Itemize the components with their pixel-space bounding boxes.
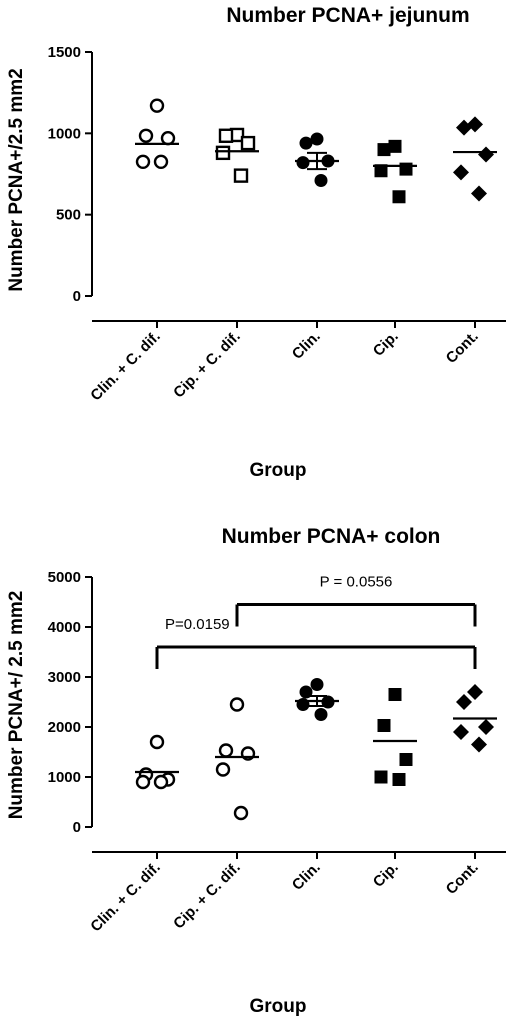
x-tick-label: Clin. bbox=[289, 328, 324, 363]
data-point bbox=[377, 719, 391, 732]
data-point bbox=[233, 805, 249, 821]
data-point bbox=[374, 770, 388, 784]
data-point bbox=[377, 143, 391, 157]
data-point bbox=[388, 688, 402, 701]
category-labels: Clin. + C. dif. Cip. + C. dif. Clin. Cip. Co… bbox=[87, 852, 482, 935]
data-point bbox=[399, 753, 413, 766]
data-point bbox=[399, 162, 413, 176]
x-tick-label: Clin. + C. dif. bbox=[87, 328, 164, 405]
data-point bbox=[153, 154, 169, 170]
data-point bbox=[310, 678, 324, 691]
x-tick-label: Cip. bbox=[370, 328, 402, 360]
data-point bbox=[240, 135, 256, 151]
y-tick-label: 1000 bbox=[48, 769, 81, 786]
data-point bbox=[456, 119, 472, 136]
data-point bbox=[314, 174, 328, 188]
data-point bbox=[153, 774, 169, 790]
data-point bbox=[456, 694, 472, 710]
y-tick-label: 3000 bbox=[48, 669, 81, 686]
p-value-label: P = 0.0556 bbox=[320, 574, 393, 591]
data-point bbox=[215, 762, 231, 777]
data-point bbox=[215, 145, 231, 161]
data-marks bbox=[135, 678, 497, 821]
data-point bbox=[299, 136, 313, 150]
category-labels: Clin. + C. dif. Cip. + C. dif. Clin. Cip. Co… bbox=[87, 321, 482, 404]
data-point bbox=[233, 168, 249, 183]
data-point bbox=[471, 736, 487, 753]
data-point bbox=[310, 132, 324, 146]
data-point bbox=[392, 190, 406, 204]
data-point bbox=[467, 116, 483, 133]
p-value-label: P=0.0159 bbox=[165, 616, 230, 633]
data-point bbox=[135, 774, 151, 790]
x-tick-label: Cip. bbox=[370, 859, 402, 891]
x-tick-label: Cip. + C. dif. bbox=[170, 328, 244, 402]
x-axis-title: Group bbox=[250, 996, 307, 1017]
data-point bbox=[453, 164, 469, 181]
x-tick-label: Cont. bbox=[443, 859, 482, 898]
chart-title: Number PCNA+ jejunum bbox=[226, 4, 469, 27]
x-tick-label: Clin. + C. dif. bbox=[87, 859, 164, 936]
data-point bbox=[388, 139, 402, 153]
y-tick-label: 1500 bbox=[48, 44, 81, 61]
axes bbox=[91, 52, 506, 322]
y-tick-label: 500 bbox=[56, 207, 81, 224]
chart-colon: Number PCNA+ colon Number PCNA+/ 2.5 mm2… bbox=[6, 525, 506, 1017]
data-point bbox=[467, 684, 483, 700]
annotations: P=0.0159 P = 0.0556 bbox=[155, 574, 477, 669]
data-point bbox=[314, 708, 328, 721]
y-axis-title: Number PCNA+/2.5 mm2 bbox=[6, 68, 27, 291]
x-axis-title: Group bbox=[250, 460, 307, 481]
y-tick-label: 5000 bbox=[48, 569, 81, 586]
data-point bbox=[374, 164, 388, 178]
data-point bbox=[296, 156, 310, 170]
data-point bbox=[229, 697, 245, 712]
axes bbox=[91, 577, 506, 853]
data-point bbox=[478, 146, 494, 163]
x-tick-label: Cip. + C. dif. bbox=[170, 859, 244, 933]
data-point bbox=[471, 185, 487, 202]
chart-jejunum: Number PCNA+ jejunum Number PCNA+/2.5 mm… bbox=[6, 4, 506, 481]
y-tick-label: 2000 bbox=[48, 719, 81, 736]
data-point bbox=[160, 131, 176, 146]
data-point bbox=[138, 128, 154, 143]
y-axis-title: Number PCNA+/ 2.5 mm2 bbox=[6, 591, 27, 820]
data-marks bbox=[135, 98, 497, 204]
data-point bbox=[218, 128, 234, 143]
data-point bbox=[478, 719, 494, 735]
chart-title: Number PCNA+ colon bbox=[222, 525, 441, 548]
data-point bbox=[218, 743, 234, 758]
data-point bbox=[135, 154, 151, 170]
data-point bbox=[149, 98, 165, 113]
y-ticks: 0 500 1000 1500 bbox=[48, 44, 92, 305]
y-ticks: 0 1000 2000 3000 4000 5000 bbox=[48, 569, 92, 836]
data-point bbox=[453, 724, 469, 740]
data-point bbox=[392, 773, 406, 786]
x-tick-label: Cont. bbox=[443, 328, 482, 367]
y-tick-label: 1000 bbox=[48, 125, 81, 142]
y-tick-label: 0 bbox=[73, 819, 81, 836]
x-tick-label: Clin. bbox=[289, 859, 324, 894]
y-tick-label: 0 bbox=[73, 288, 81, 305]
data-point bbox=[149, 734, 165, 750]
y-tick-label: 4000 bbox=[48, 619, 81, 636]
